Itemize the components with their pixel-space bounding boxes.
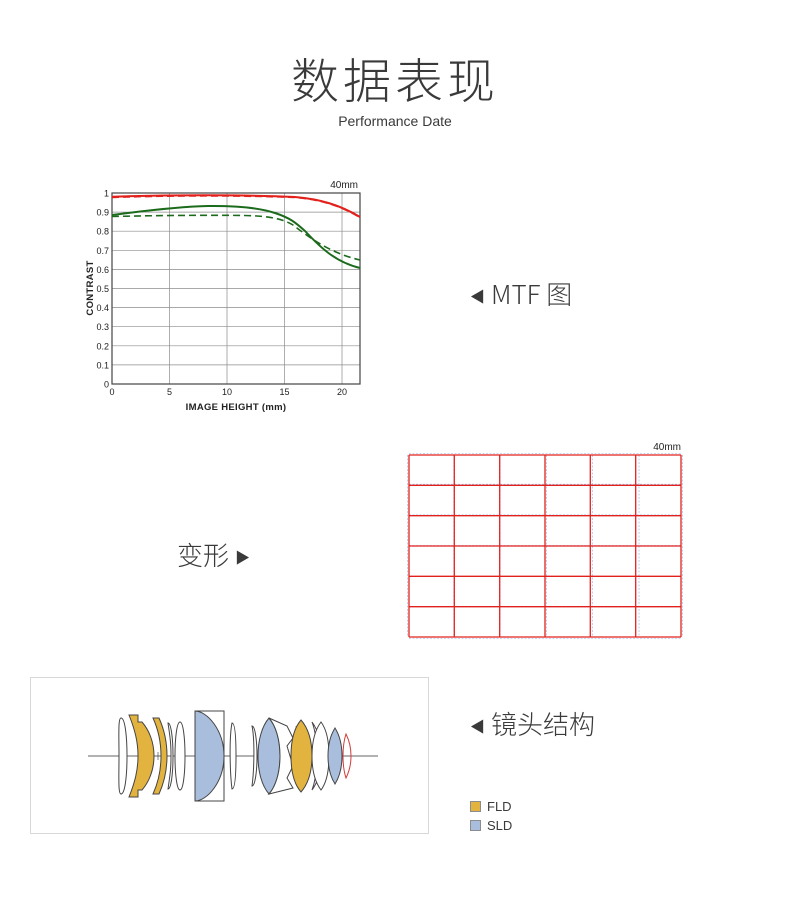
svg-text:1: 1 xyxy=(104,189,109,199)
svg-text:0.7: 0.7 xyxy=(96,246,109,256)
svg-text:0.3: 0.3 xyxy=(96,322,109,332)
svg-text:0.8: 0.8 xyxy=(96,227,109,237)
svg-text:0.5: 0.5 xyxy=(96,284,109,294)
svg-text:5: 5 xyxy=(167,387,172,397)
svg-text:0.9: 0.9 xyxy=(96,208,109,218)
svg-text:15: 15 xyxy=(279,387,289,397)
svg-text:IMAGE HEIGHT (mm): IMAGE HEIGHT (mm) xyxy=(186,402,287,413)
svg-text:0.4: 0.4 xyxy=(96,303,109,313)
svg-text:0: 0 xyxy=(109,387,114,397)
svg-text:CONTRAST: CONTRAST xyxy=(85,260,96,315)
svg-text:0.6: 0.6 xyxy=(96,265,109,275)
svg-text:0.1: 0.1 xyxy=(96,360,109,370)
svg-text:0: 0 xyxy=(104,380,109,390)
svg-text:40mm: 40mm xyxy=(330,180,358,191)
svg-text:0.2: 0.2 xyxy=(96,341,109,351)
svg-text:10: 10 xyxy=(222,387,232,397)
svg-text:20: 20 xyxy=(337,387,347,397)
svg-text:40mm: 40mm xyxy=(653,442,681,453)
